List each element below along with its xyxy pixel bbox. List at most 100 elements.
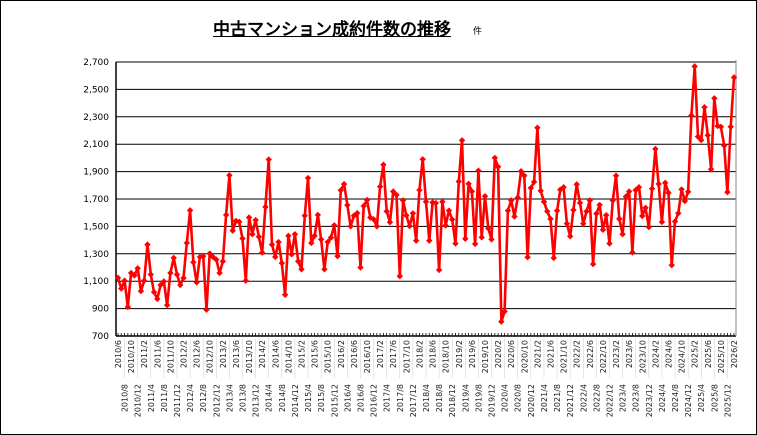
x-tick-label: 2022/10 [599, 340, 608, 373]
data-point [635, 184, 643, 191]
x-tick-label: 2011/12 [173, 384, 182, 417]
data-point [147, 271, 154, 278]
data-point [632, 186, 639, 194]
x-tick-label: 2014/8 [278, 384, 287, 412]
data-point [311, 232, 318, 240]
data-point [622, 193, 630, 200]
data-point [465, 180, 472, 187]
x-tick-label: 2010/12 [134, 384, 143, 417]
x-tick-label: 2024/12 [684, 384, 693, 417]
x-tick-label: 2017/6 [389, 340, 398, 368]
x-tick-label: 2016/10 [363, 340, 372, 373]
data-point [609, 197, 616, 204]
unit-label: 件 [473, 27, 483, 37]
data-point [724, 188, 731, 196]
x-tick-label: 2023/6 [625, 340, 634, 368]
x-tick-label: 2021/10 [560, 340, 569, 373]
x-tick-label: 2011/6 [153, 340, 162, 368]
data-point [321, 266, 328, 273]
data-point [186, 207, 194, 214]
data-point [625, 188, 633, 195]
data-point [563, 220, 571, 227]
x-tick-label: 2025/8 [710, 384, 719, 412]
data-point [642, 204, 649, 211]
data-point [160, 278, 168, 285]
x-tick-label: 2014/4 [265, 384, 274, 412]
data-point [317, 236, 325, 243]
y-tick-label: 700 [92, 332, 109, 342]
data-point [236, 218, 243, 226]
data-point [698, 136, 705, 144]
x-tick-label: 2010/10 [127, 340, 136, 373]
data-point [360, 202, 367, 210]
x-tick-label: 2012/6 [193, 340, 202, 368]
data-point [452, 240, 459, 247]
data-point [524, 254, 531, 261]
data-point [701, 104, 708, 111]
x-tick-label: 2011/10 [166, 340, 175, 373]
data-point [245, 214, 253, 221]
y-tick-label: 1,100 [83, 277, 109, 287]
data-point [547, 215, 554, 223]
data-point [530, 178, 538, 186]
data-point [688, 112, 695, 119]
x-tick-label: 2023/10 [638, 340, 647, 373]
x-tick-label: 2018/12 [448, 384, 457, 417]
data-point [550, 254, 557, 262]
y-tick-label: 2,300 [83, 113, 109, 123]
data-point [432, 199, 440, 207]
data-point [258, 249, 266, 256]
x-tick-label: 2011/2 [140, 340, 149, 368]
x-tick-label: 2022/12 [605, 384, 614, 417]
data-point [471, 240, 479, 248]
data-point [337, 187, 345, 194]
data-point [468, 188, 476, 195]
x-tick-label: 2019/6 [468, 340, 477, 368]
data-point [334, 252, 341, 260]
x-tick-label: 2025/10 [717, 340, 726, 373]
data-point [331, 222, 338, 229]
data-point [475, 167, 482, 174]
data-point [527, 184, 535, 192]
x-tick-label: 2024/6 [664, 340, 673, 368]
data-point [481, 193, 489, 200]
x-tick-label: 2021/4 [540, 384, 549, 412]
x-tick-label: 2022/8 [592, 384, 601, 412]
data-point [566, 233, 574, 240]
x-tick-label: 2013/6 [232, 340, 241, 368]
data-point [226, 172, 233, 179]
data-point [586, 197, 594, 204]
x-tick-label: 2013/12 [252, 384, 261, 417]
data-point [357, 264, 364, 271]
data-point [347, 223, 354, 230]
x-tick-label: 2010/8 [121, 384, 130, 412]
x-tick-label: 2018/2 [415, 340, 424, 368]
y-tick-label: 1,500 [83, 222, 109, 232]
data-point [173, 271, 181, 278]
x-tick-label: 2012/12 [212, 384, 221, 417]
data-point [396, 272, 403, 280]
x-tick-label: 2012/2 [180, 340, 189, 368]
data-point [118, 285, 125, 292]
x-tick-label: 2018/10 [442, 340, 451, 373]
x-tick-label: 2014/10 [284, 340, 293, 373]
x-tick-label: 2023/8 [632, 384, 641, 412]
x-tick-label: 2018/8 [435, 384, 444, 412]
data-point [694, 133, 702, 140]
x-tick-label: 2019/2 [455, 340, 464, 368]
x-tick-label: 2025/4 [697, 384, 706, 412]
data-point [193, 279, 200, 286]
data-point [301, 212, 308, 219]
data-point [340, 180, 348, 188]
data-point [485, 225, 492, 232]
data-point [494, 163, 502, 171]
data-point [596, 201, 603, 209]
x-tick-label: 2025/12 [723, 384, 732, 417]
data-point [180, 274, 187, 282]
data-point [393, 191, 400, 199]
data-point [727, 123, 734, 131]
chart-title: 中古マンション成約件数の推移 [213, 20, 451, 40]
data-point [278, 259, 286, 267]
x-tick-label: 2015/6 [311, 340, 320, 368]
data-point [442, 222, 449, 229]
